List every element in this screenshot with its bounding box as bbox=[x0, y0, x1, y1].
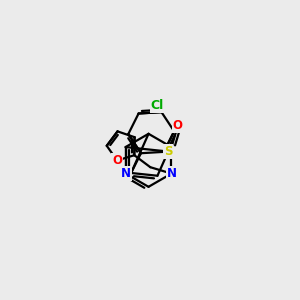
Text: N: N bbox=[167, 167, 176, 180]
Text: N: N bbox=[121, 167, 130, 180]
Text: O: O bbox=[173, 119, 183, 132]
Text: S: S bbox=[164, 145, 172, 158]
Text: O: O bbox=[112, 154, 122, 167]
Text: Cl: Cl bbox=[151, 100, 164, 112]
